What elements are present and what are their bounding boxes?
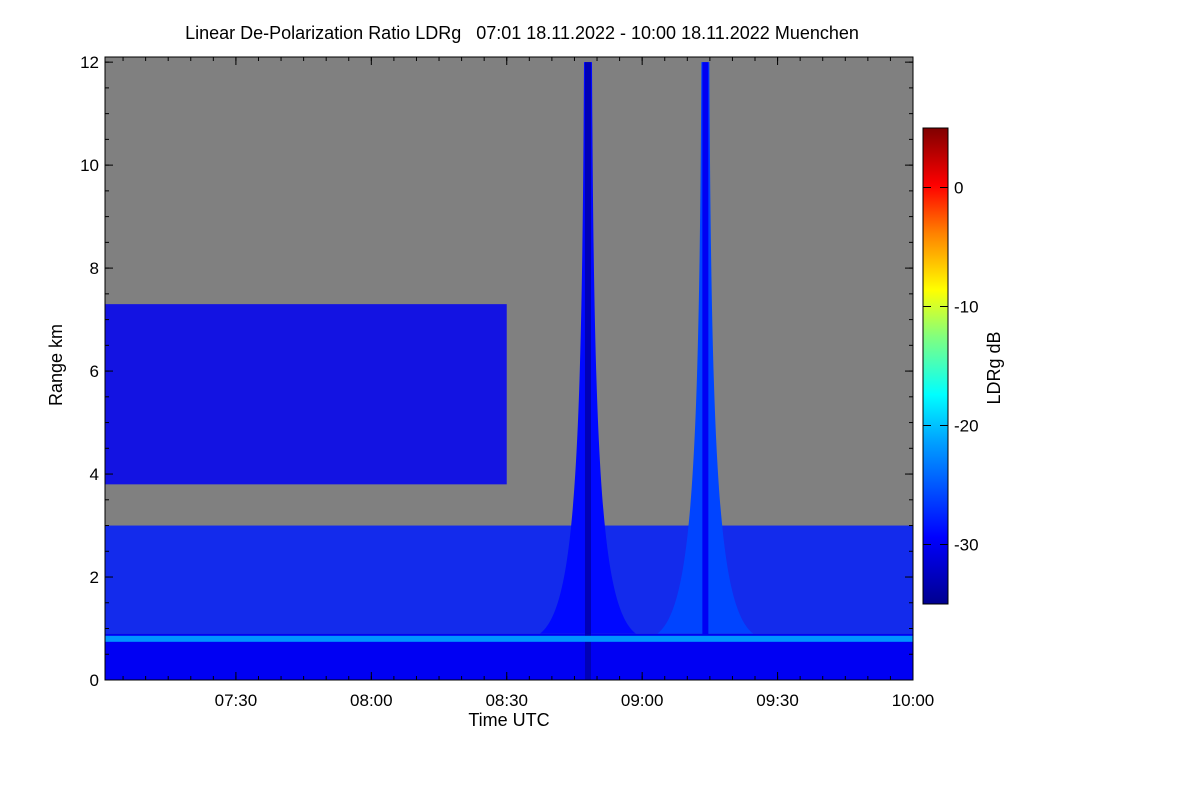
y-tick-label: 10 [80, 156, 99, 175]
y-tick-label: 2 [90, 568, 99, 587]
y-tick-label: 8 [90, 259, 99, 278]
y-axis-label: Range km [46, 324, 66, 406]
colorbar-label: LDRg dB [984, 331, 1004, 404]
x-axis-label: Time UTC [468, 710, 549, 730]
x-tick-label: 09:00 [621, 691, 664, 710]
colorbar-tick-label: -20 [954, 417, 979, 436]
plot-frame [104, 56, 914, 681]
colorbar-tick-label: -10 [954, 298, 979, 317]
x-tick-label: 10:00 [892, 691, 935, 710]
x-tick-label: 09:30 [756, 691, 799, 710]
x-axis: 07:30 08:00 08:30 09:00 09:30 10:00 [122, 57, 935, 710]
y-tick-label: 6 [90, 362, 99, 381]
colorbar-tick-label: 0 [954, 179, 963, 198]
feature-melting-layer-1 [105, 635, 913, 642]
colorbar [922, 127, 949, 605]
feature-cloud-3 [105, 525, 913, 634]
y-tick-label: 12 [80, 53, 99, 72]
feature-vertical-streak-5 [702, 62, 709, 680]
x-tick-label: 07:30 [215, 691, 258, 710]
x-tick-label: 08:30 [485, 691, 528, 710]
x-tick-label: 08:00 [350, 691, 393, 710]
y-tick-label: 0 [90, 671, 99, 690]
y-axis: 0 2 4 6 8 10 12 [80, 53, 913, 690]
feature-cloud-2 [105, 304, 507, 485]
data-features [105, 62, 913, 680]
feature-vertical-streak-4 [584, 62, 591, 680]
colorbar-tick-label: -30 [954, 536, 979, 555]
chart-title: Linear De-Polarization Ratio LDRg 07:01 … [185, 23, 859, 43]
y-tick-label: 4 [90, 465, 99, 484]
colorbar-ticks: 0 -10 -20 -30 [923, 179, 979, 555]
